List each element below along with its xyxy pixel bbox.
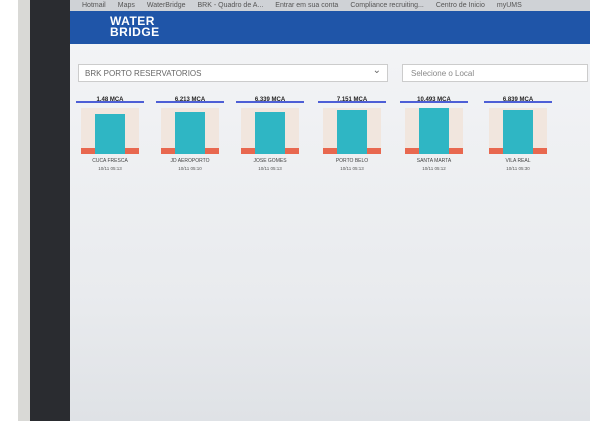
page: {"bookmarks": ["Hotmail", "Maps", "Water…: [0, 0, 594, 423]
logo-line: BRIDGE: [110, 27, 160, 38]
level-label: 6.839 MCA: [484, 97, 552, 103]
bookmark[interactable]: Maps: [118, 2, 135, 9]
tank-name: CUCA FRESCA: [76, 158, 144, 164]
water: [337, 110, 367, 154]
water: [419, 108, 449, 154]
tank: [241, 108, 299, 154]
bookmark[interactable]: Hotmail: [82, 2, 106, 9]
tank-name: JD AEROPORTO: [156, 158, 224, 164]
water: [255, 112, 285, 154]
tank: [81, 108, 139, 154]
tank-time: 10/11 05:12: [400, 166, 468, 171]
tank-name: PORTO BELO: [318, 158, 386, 164]
bookmark[interactable]: myUMS: [497, 2, 522, 9]
tank: [323, 108, 381, 154]
tank-card[interactable]: 10.493 MCA SANTA MARTA 10/11 05:12: [400, 96, 468, 186]
water: [175, 112, 205, 154]
level-label: 1.48 MCA: [76, 97, 144, 103]
tank: [405, 108, 463, 154]
tank-card[interactable]: 1.48 MCA CUCA FRESCA 10/11 05:13: [76, 96, 144, 186]
location-input[interactable]: Selecione o Local: [402, 64, 588, 82]
level-label: 7.151 MCA: [318, 97, 386, 103]
photo: Hotmail Maps WaterBridge BRK - Quadro de A.…: [18, 0, 590, 421]
water: [95, 114, 125, 154]
screen: Hotmail Maps WaterBridge BRK - Quadro de A.…: [70, 0, 590, 421]
bookmark[interactable]: Compliance recruiting...: [350, 2, 424, 9]
tank-time: 10/11 05:13: [318, 166, 386, 171]
tank-name: VILA REAL: [484, 158, 552, 164]
tank-card[interactable]: 7.151 MCA PORTO BELO 10/11 05:13: [318, 96, 386, 186]
tank-time: 10/11 05:30: [484, 166, 552, 171]
tank-card[interactable]: 6.339 MCA JOSE GOMES 10/11 05:13: [236, 96, 304, 186]
tank-time: 10/11 05:13: [76, 166, 144, 171]
tank-card[interactable]: 6.213 MCA JD AEROPORTO 10/11 05:10: [156, 96, 224, 186]
bookmark[interactable]: WaterBridge: [147, 2, 186, 9]
tank-time: 10/11 05:10: [156, 166, 224, 171]
tank: [161, 108, 219, 154]
level-label: 6.213 MCA: [156, 97, 224, 103]
tank-card[interactable]: 6.839 MCA VILA REAL 10/11 05:30: [484, 96, 552, 186]
bookmark[interactable]: Centro de Inicio: [436, 2, 485, 9]
tank-time: 10/11 05:13: [236, 166, 304, 171]
tank-name: SANTA MARTA: [400, 158, 468, 164]
level-label: 10.493 MCA: [400, 97, 468, 103]
water: [503, 110, 533, 154]
tank: [489, 108, 547, 154]
level-label: 6.339 MCA: [236, 97, 304, 103]
header: WATER BRIDGE: [70, 11, 590, 44]
bookmarks-bar: Hotmail Maps WaterBridge BRK - Quadro de A.…: [70, 0, 590, 11]
dropdown[interactable]: BRK PORTO RESERVATORIOS: [78, 64, 388, 82]
bookmark[interactable]: Entrar em sua conta: [275, 2, 338, 9]
bookmark[interactable]: BRK - Quadro de A...: [198, 2, 264, 9]
tank-name: JOSE GOMES: [236, 158, 304, 164]
wall: [18, 0, 30, 421]
logo[interactable]: WATER BRIDGE: [110, 16, 160, 38]
